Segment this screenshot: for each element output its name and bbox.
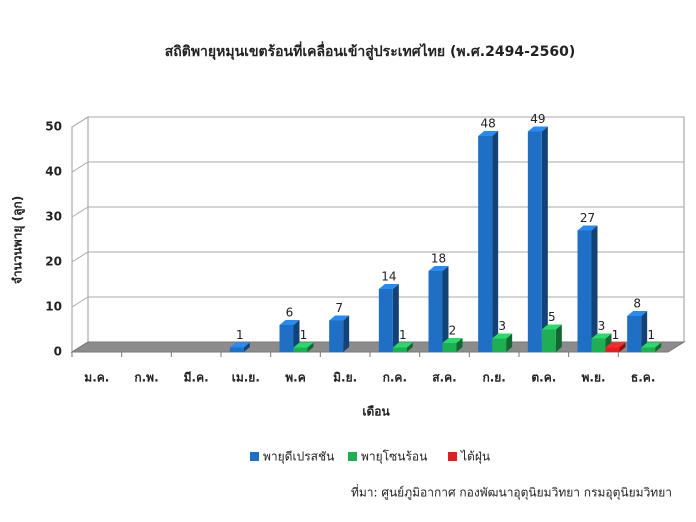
value-label: 1	[399, 328, 407, 342]
y-tick-label: 40	[45, 165, 62, 179]
value-label: 27	[580, 211, 595, 225]
legend-swatch	[448, 452, 457, 461]
bar-side	[506, 333, 513, 352]
bar-top	[442, 338, 463, 343]
bar	[279, 325, 294, 352]
legend-label: พายุดีเปรสชัน	[263, 450, 334, 465]
bar-top	[279, 320, 300, 325]
x-tick-label: เม.ย.	[232, 371, 260, 385]
bar	[442, 343, 457, 352]
bar	[627, 316, 642, 352]
legend-swatch	[250, 452, 259, 461]
bar	[577, 230, 592, 352]
value-label: 8	[633, 297, 641, 311]
bar-side	[442, 266, 449, 352]
bar	[378, 289, 393, 352]
y-tick-label: 30	[45, 210, 62, 224]
value-label: 18	[431, 252, 446, 266]
bar	[492, 338, 507, 352]
bar-side	[619, 342, 626, 352]
bar-side	[406, 342, 413, 352]
value-label: 3	[598, 319, 606, 333]
legend-label: ไต้ฝุ่น	[460, 450, 490, 465]
value-label: 5	[548, 310, 556, 324]
side-wall	[71, 116, 89, 353]
bar-top	[527, 126, 548, 132]
bar	[591, 338, 606, 352]
value-label: 1	[612, 328, 620, 342]
bar-side	[541, 126, 548, 352]
x-tick-label: พ.ค	[285, 371, 306, 385]
bar-side	[243, 342, 250, 352]
bar	[229, 347, 244, 352]
bar-top	[627, 311, 648, 316]
bar-side	[392, 284, 399, 352]
bar-top	[378, 284, 399, 289]
bar-top	[591, 333, 612, 339]
bar-side	[456, 338, 463, 352]
y-axis-label: จำนวนพายุ (ลูก)	[11, 196, 26, 284]
value-label: 1	[300, 328, 308, 342]
bar-side	[655, 342, 662, 352]
x-tick-label: ม.ค.	[84, 371, 109, 385]
y-tick-label: 50	[45, 120, 62, 134]
value-label: 2	[449, 324, 457, 338]
legend-label: พายุโซนร้อน	[361, 450, 427, 465]
bar-top	[478, 131, 499, 136]
bar-side	[555, 324, 562, 352]
value-label: 1	[647, 328, 655, 342]
bar-top	[541, 324, 562, 330]
x-tick-label: ก.ย.	[482, 371, 505, 385]
bar-top	[492, 333, 513, 339]
x-tick-label: ธ.ค.	[631, 371, 655, 385]
grid-line	[71, 116, 684, 128]
value-label: 6	[286, 306, 294, 320]
bar-top	[329, 315, 350, 321]
x-tick-label: พ.ย.	[581, 371, 605, 385]
legend-swatch	[348, 452, 357, 461]
bar	[428, 271, 443, 352]
y-tick-label: 0	[54, 345, 62, 359]
bar-top	[605, 342, 626, 348]
bar-top	[577, 225, 598, 231]
bar-side	[343, 315, 350, 352]
value-label: 14	[381, 270, 396, 284]
y-tick-label: 10	[45, 300, 62, 314]
x-tick-label: ก.พ.	[134, 371, 158, 385]
bar-top	[392, 342, 413, 348]
bar-top	[641, 342, 662, 348]
value-label: 3	[498, 319, 506, 333]
x-axis-label: เดือน	[362, 405, 390, 419]
value-label: 48	[481, 117, 496, 131]
bar-side	[492, 131, 499, 352]
bar	[641, 347, 656, 352]
bar-top	[428, 266, 449, 271]
bar-side	[307, 342, 314, 352]
bar	[293, 347, 308, 352]
bar	[527, 131, 542, 352]
bar	[329, 320, 344, 352]
bar	[478, 136, 493, 352]
bar	[605, 347, 620, 352]
x-tick-label: ก.ค.	[383, 371, 407, 385]
value-label: 1	[236, 328, 244, 342]
chart-title: สถิติพายุหมุนเขตร้อนที่เคลื่อนเข้าสู่ประ…	[165, 41, 576, 60]
bar	[392, 347, 407, 352]
x-tick-label: มี.ค.	[184, 371, 209, 385]
x-tick-label: ต.ค.	[531, 371, 556, 385]
x-tick-label: มิ.ย.	[333, 371, 357, 385]
bar-top	[293, 342, 314, 348]
y-tick-label: 20	[45, 255, 62, 269]
bar-side	[641, 311, 648, 352]
x-tick-label: ส.ค.	[432, 371, 456, 385]
bar-side	[591, 225, 598, 352]
value-label: 7	[335, 301, 343, 315]
bar	[541, 329, 556, 352]
source-note: ที่มา: ศูนย์ภูมิอากาศ กองพัฒนาอุตุนิยมวิ…	[351, 484, 672, 501]
value-label: 49	[530, 112, 545, 126]
bar-top	[229, 342, 250, 348]
